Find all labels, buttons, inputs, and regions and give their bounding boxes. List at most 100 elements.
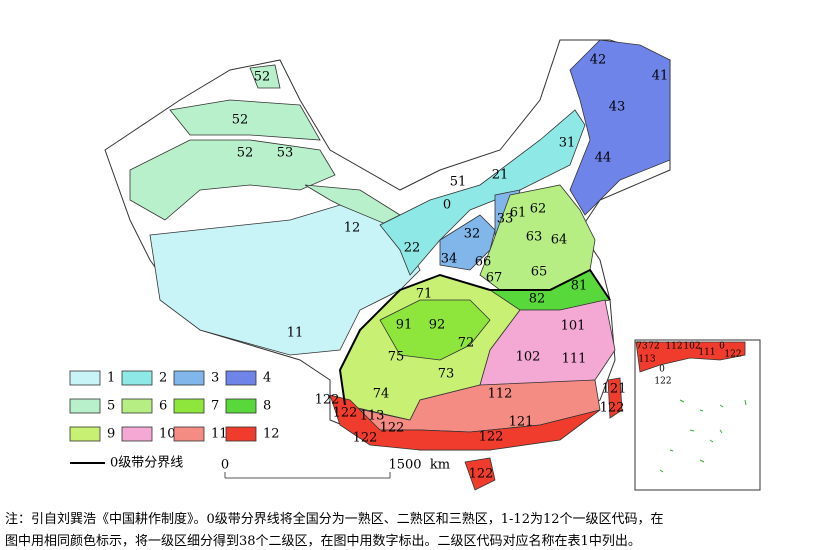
region-code: 11	[287, 326, 304, 341]
region-code: 52	[254, 70, 271, 85]
legend-swatch	[69, 370, 101, 386]
inset-code: 0	[719, 342, 725, 352]
legend-label: 2	[159, 371, 167, 386]
region-code: 122	[380, 421, 405, 436]
legend-label: 1	[107, 371, 115, 386]
zone-4	[569, 39, 671, 216]
region-code: 81	[571, 279, 588, 294]
legend-swatch	[173, 370, 205, 386]
region-code: 122	[315, 393, 340, 408]
legend-swatch	[69, 398, 101, 414]
zone-12	[329, 394, 601, 451]
zone-5	[129, 139, 336, 221]
region-code: 74	[373, 387, 390, 402]
region-code: 61	[510, 206, 527, 221]
region-code: 53	[277, 146, 294, 161]
region-code: 92	[429, 318, 446, 333]
legend-label: 7	[211, 399, 219, 414]
zone-5	[249, 64, 281, 89]
caption: 图中用相同颜色标示，将一级区细分得到38个二级区，在图中用数字标出。二级区代码对…	[5, 534, 641, 549]
legend-swatch	[173, 426, 205, 442]
region-code: 0	[443, 198, 451, 213]
map: 0级带分界线 0 1500 km 1 2 3 45 6 7 89 10 11 1252525352…	[68, 39, 761, 491]
legend-label: 12	[263, 427, 280, 442]
region-code: 65	[531, 265, 548, 280]
scale-end: 1500	[388, 458, 421, 473]
legend-swatch	[121, 398, 153, 414]
region-code: 122	[353, 431, 378, 446]
scale-unit: km	[430, 458, 450, 473]
legend-swatch	[121, 370, 153, 386]
region-code: 67	[486, 271, 503, 286]
region-code: 44	[595, 151, 612, 166]
region-code: 122	[469, 467, 494, 482]
zone-12	[607, 377, 623, 419]
region-code: 42	[590, 53, 607, 68]
region-code: 121	[602, 382, 627, 397]
inset-code: 113	[638, 355, 655, 365]
zone-5	[169, 99, 321, 141]
inset-code: 72	[648, 342, 659, 352]
legend-label: 6	[159, 399, 167, 414]
zone-12	[464, 457, 496, 491]
region-code: 51	[450, 175, 467, 190]
zero-boundary	[338, 268, 611, 406]
region-code: 75	[388, 350, 405, 365]
legend-swatch	[173, 398, 205, 414]
legend-swatch	[225, 370, 257, 386]
region-code: 22	[404, 241, 421, 256]
region-code: 63	[526, 230, 543, 245]
inset-code: 73	[636, 342, 648, 352]
region-code: 41	[652, 69, 669, 84]
scale-start: 0	[221, 458, 229, 473]
legend-label: 10	[159, 427, 176, 442]
region-code: 121	[509, 415, 534, 430]
region-code: 113	[360, 409, 385, 424]
region-code: 31	[559, 136, 576, 151]
inset-coast	[635, 341, 746, 373]
zone-7	[379, 299, 491, 361]
region-code: 111	[562, 352, 587, 367]
inset-code: 112	[665, 342, 682, 352]
inset-islands	[659, 399, 747, 473]
region-code: 34	[441, 252, 458, 267]
region-code: 73	[438, 367, 455, 382]
region-code: 72	[458, 336, 475, 351]
region-code: 101	[561, 319, 586, 334]
caption: 注：引自刘巽浩《中国耕作制度》。0级带分界线将全国分为一熟区、二熟区和三熟区，1…	[5, 512, 664, 527]
inset-code: 0	[659, 365, 665, 375]
inset-code: 122	[654, 377, 671, 387]
legend-swatch	[225, 398, 257, 414]
region-code: 122	[333, 406, 358, 421]
region-code: 112	[488, 387, 513, 402]
region-code: 64	[551, 233, 568, 248]
region-code: 33	[497, 212, 514, 227]
inset-code: 102	[683, 342, 700, 352]
region-code: 12	[344, 221, 361, 236]
region-code: 91	[396, 318, 413, 333]
legend-label: 4	[263, 371, 271, 386]
legend-label: 3	[211, 371, 219, 386]
region-code: 82	[529, 292, 546, 307]
region-code: 102	[516, 350, 541, 365]
legend-boundary-label: 0级带分界线	[110, 456, 183, 471]
region-code: 43	[609, 100, 626, 115]
region-code: 122	[600, 401, 625, 416]
region-code: 122	[479, 430, 504, 445]
legend-label: 8	[263, 399, 271, 414]
legend-swatch	[69, 426, 101, 442]
region-code: 66	[475, 255, 492, 270]
legend-label: 9	[107, 427, 115, 442]
region-code: 52	[232, 113, 249, 128]
legend-label: 11	[211, 427, 228, 442]
zone-1	[149, 204, 421, 356]
legend-swatch	[225, 426, 257, 442]
inset-code: 122	[724, 350, 741, 360]
inset-code: 111	[698, 348, 715, 358]
region-code: 32	[464, 227, 481, 242]
region-code: 52	[237, 146, 254, 161]
legend-label: 5	[107, 399, 115, 414]
zone-2	[379, 109, 586, 276]
legend-swatch	[121, 426, 153, 442]
